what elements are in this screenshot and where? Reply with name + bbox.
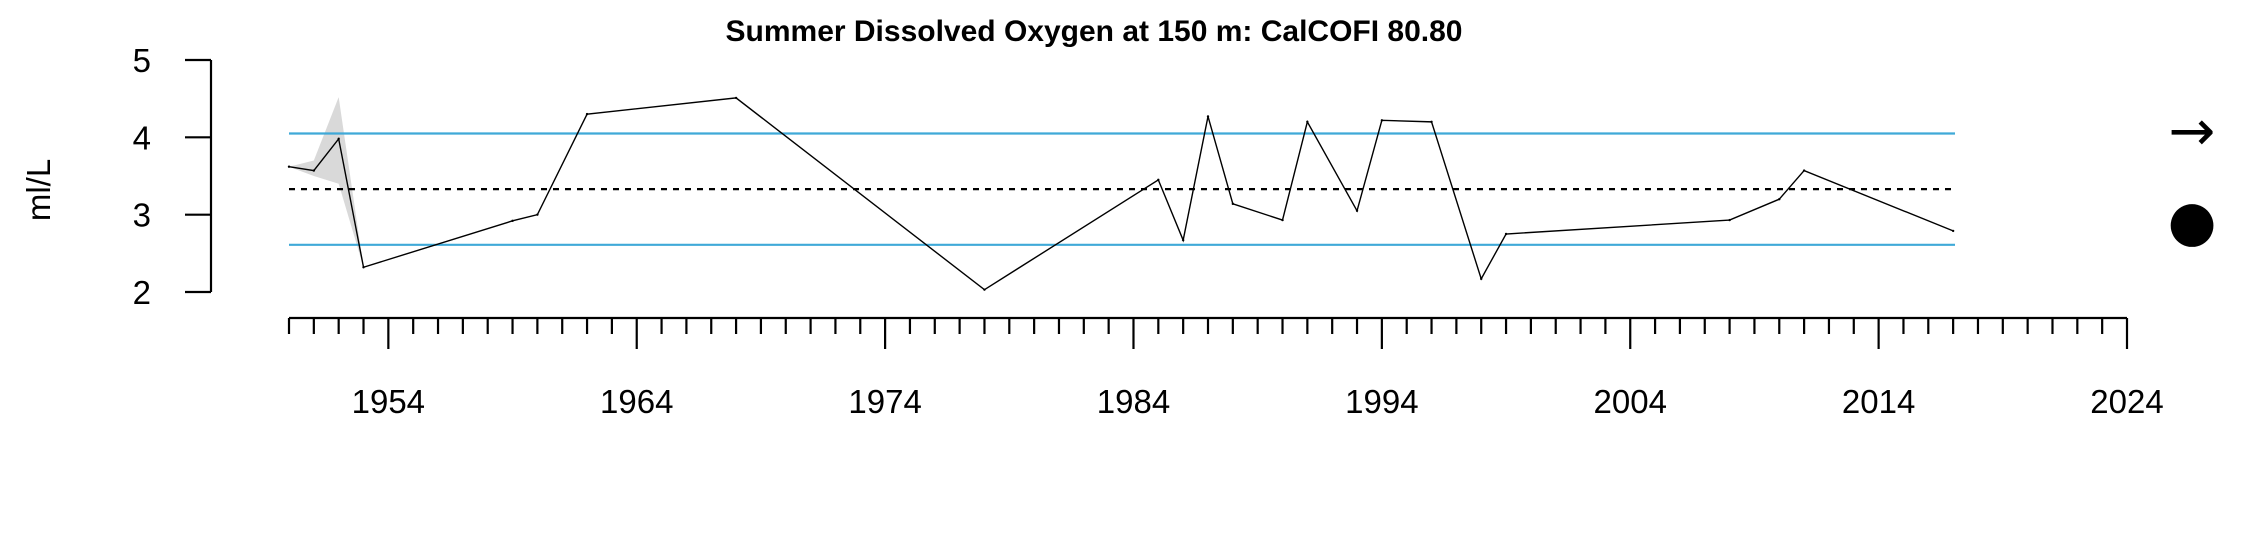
data-point bbox=[337, 137, 340, 141]
data-point bbox=[1281, 218, 1284, 222]
data-point bbox=[362, 266, 365, 269]
trend-arrow-icon: → bbox=[2169, 99, 2216, 164]
x-tick-label: 1954 bbox=[352, 383, 425, 420]
data-point bbox=[1380, 119, 1384, 122]
data-point bbox=[734, 96, 738, 100]
data-point bbox=[1802, 169, 1806, 172]
x-tick-label: 2014 bbox=[1842, 383, 1915, 420]
x-tick-label: 2004 bbox=[1594, 383, 1667, 420]
data-point bbox=[287, 165, 291, 168]
data-point bbox=[312, 169, 316, 172]
y-tick-label: 2 bbox=[133, 274, 151, 311]
data-point bbox=[1355, 209, 1359, 212]
data-point bbox=[983, 288, 986, 291]
data-point bbox=[1430, 120, 1433, 124]
y-axis-label: ml/L bbox=[20, 159, 57, 221]
x-tick-label: 1984 bbox=[1097, 383, 1170, 420]
data-point bbox=[1181, 238, 1185, 242]
data-point bbox=[1504, 232, 1508, 236]
data-point bbox=[1306, 120, 1309, 124]
data-point bbox=[536, 213, 539, 216]
uncertainty-band bbox=[289, 97, 364, 268]
data-point bbox=[1157, 178, 1160, 182]
y-axis: 2 3 4 5 bbox=[133, 42, 213, 311]
data-point bbox=[585, 112, 589, 116]
y-tick-label: 5 bbox=[133, 42, 151, 79]
uncertainty-band-layer bbox=[289, 97, 364, 268]
data-point bbox=[1206, 115, 1210, 118]
x-tick-label: 1974 bbox=[848, 383, 921, 420]
series-line bbox=[288, 97, 1954, 291]
data-point bbox=[1778, 198, 1781, 201]
data-point bbox=[1480, 277, 1483, 281]
x-tick-label: 1964 bbox=[600, 383, 673, 420]
series-layer bbox=[287, 96, 1955, 291]
x-axis: 1954 1964 1974 1984 1994 2004 2014 2024 bbox=[287, 316, 2164, 420]
x-tick-label: 1994 bbox=[1345, 383, 1418, 420]
data-point bbox=[1951, 229, 1955, 233]
chart-title: Summer Dissolved Oxygen at 150 m: CalCOF… bbox=[726, 15, 1463, 48]
data-point bbox=[1231, 202, 1235, 206]
data-point bbox=[1728, 218, 1731, 222]
data-point bbox=[511, 219, 514, 223]
status-dot-icon: ● bbox=[2168, 189, 2217, 254]
reference-lines-layer bbox=[289, 132, 1955, 246]
y-tick-label: 4 bbox=[133, 119, 151, 156]
y-tick-label: 3 bbox=[133, 197, 151, 234]
x-tick-label: 2024 bbox=[2090, 383, 2163, 420]
